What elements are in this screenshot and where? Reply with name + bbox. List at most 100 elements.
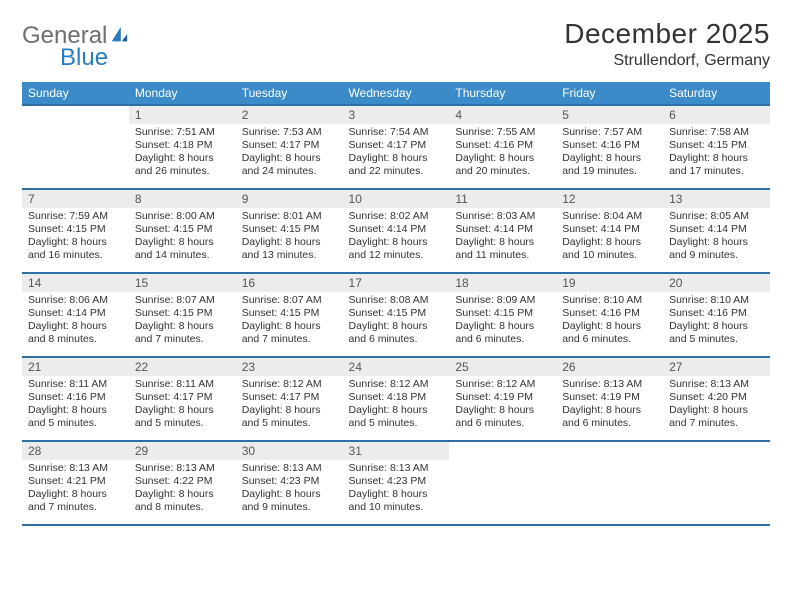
day-line: Sunrise: 8:05 AM — [669, 210, 764, 223]
day-content: Sunrise: 7:53 AMSunset: 4:17 PMDaylight:… — [236, 124, 343, 183]
day-number: 5 — [556, 106, 663, 124]
day-line: Sunset: 4:15 PM — [669, 139, 764, 152]
day-line: Sunset: 4:16 PM — [562, 307, 657, 320]
calendar-cell: 20Sunrise: 8:10 AMSunset: 4:16 PMDayligh… — [663, 273, 770, 357]
day-line: and 7 minutes. — [669, 417, 764, 430]
day-content: Sunrise: 8:12 AMSunset: 4:19 PMDaylight:… — [449, 376, 556, 435]
day-line: Sunrise: 8:06 AM — [28, 294, 123, 307]
day-line: Daylight: 8 hours — [562, 320, 657, 333]
day-line: and 7 minutes. — [28, 501, 123, 514]
day-line: Daylight: 8 hours — [135, 320, 230, 333]
day-line: Sunrise: 7:57 AM — [562, 126, 657, 139]
day-line: and 10 minutes. — [349, 501, 444, 514]
day-number: 12 — [556, 190, 663, 208]
day-line: Sunrise: 8:07 AM — [242, 294, 337, 307]
day-line: and 6 minutes. — [455, 417, 550, 430]
day-header: Friday — [556, 82, 663, 105]
day-number: 30 — [236, 442, 343, 460]
calendar-cell: 3Sunrise: 7:54 AMSunset: 4:17 PMDaylight… — [343, 105, 450, 189]
day-number: 9 — [236, 190, 343, 208]
calendar-cell: 10Sunrise: 8:02 AMSunset: 4:14 PMDayligh… — [343, 189, 450, 273]
day-number: 23 — [236, 358, 343, 376]
day-number: 13 — [663, 190, 770, 208]
day-line: Sunset: 4:21 PM — [28, 475, 123, 488]
day-line: Daylight: 8 hours — [242, 404, 337, 417]
day-header-row: SundayMondayTuesdayWednesdayThursdayFrid… — [22, 82, 770, 105]
calendar-cell: 23Sunrise: 8:12 AMSunset: 4:17 PMDayligh… — [236, 357, 343, 441]
day-line: and 6 minutes. — [562, 333, 657, 346]
day-content: Sunrise: 8:04 AMSunset: 4:14 PMDaylight:… — [556, 208, 663, 267]
day-line: Sunset: 4:16 PM — [562, 139, 657, 152]
day-header: Thursday — [449, 82, 556, 105]
day-line: and 26 minutes. — [135, 165, 230, 178]
day-content: Sunrise: 8:07 AMSunset: 4:15 PMDaylight:… — [129, 292, 236, 351]
day-line: and 12 minutes. — [349, 249, 444, 262]
day-line: and 7 minutes. — [242, 333, 337, 346]
day-line: Sunrise: 8:11 AM — [28, 378, 123, 391]
day-number: 16 — [236, 274, 343, 292]
day-line: Daylight: 8 hours — [669, 236, 764, 249]
day-line: Daylight: 8 hours — [242, 152, 337, 165]
day-line: Daylight: 8 hours — [135, 236, 230, 249]
day-line: Sunset: 4:19 PM — [455, 391, 550, 404]
calendar-cell — [663, 441, 770, 525]
brand-logo: GeneralBlue — [22, 18, 129, 72]
page-title: December 2025 — [564, 18, 770, 50]
day-content: Sunrise: 8:00 AMSunset: 4:15 PMDaylight:… — [129, 208, 236, 267]
day-number: 3 — [343, 106, 450, 124]
day-number: 2 — [236, 106, 343, 124]
day-line: and 14 minutes. — [135, 249, 230, 262]
day-content: Sunrise: 7:55 AMSunset: 4:16 PMDaylight:… — [449, 124, 556, 183]
day-line: Sunset: 4:15 PM — [28, 223, 123, 236]
calendar-cell: 7Sunrise: 7:59 AMSunset: 4:15 PMDaylight… — [22, 189, 129, 273]
day-number: 31 — [343, 442, 450, 460]
day-header: Wednesday — [343, 82, 450, 105]
day-number: 29 — [129, 442, 236, 460]
day-line: Sunset: 4:23 PM — [349, 475, 444, 488]
day-line: Daylight: 8 hours — [242, 320, 337, 333]
day-line: Sunset: 4:19 PM — [562, 391, 657, 404]
day-line: Daylight: 8 hours — [135, 404, 230, 417]
day-line: Sunrise: 8:13 AM — [562, 378, 657, 391]
day-content: Sunrise: 8:10 AMSunset: 4:16 PMDaylight:… — [556, 292, 663, 351]
day-line: Sunrise: 8:13 AM — [669, 378, 764, 391]
day-line: Daylight: 8 hours — [669, 152, 764, 165]
calendar-cell — [449, 441, 556, 525]
calendar-cell — [556, 441, 663, 525]
day-line: Sunset: 4:16 PM — [455, 139, 550, 152]
calendar-body: 1Sunrise: 7:51 AMSunset: 4:18 PMDaylight… — [22, 105, 770, 525]
day-line: Sunset: 4:14 PM — [455, 223, 550, 236]
day-content: Sunrise: 8:06 AMSunset: 4:14 PMDaylight:… — [22, 292, 129, 351]
day-line: Daylight: 8 hours — [455, 236, 550, 249]
day-line: Sunrise: 8:01 AM — [242, 210, 337, 223]
calendar-row: 28Sunrise: 8:13 AMSunset: 4:21 PMDayligh… — [22, 441, 770, 525]
day-content: Sunrise: 7:54 AMSunset: 4:17 PMDaylight:… — [343, 124, 450, 183]
calendar-cell: 25Sunrise: 8:12 AMSunset: 4:19 PMDayligh… — [449, 357, 556, 441]
day-line: and 16 minutes. — [28, 249, 123, 262]
day-line: Sunrise: 8:12 AM — [455, 378, 550, 391]
calendar-cell: 6Sunrise: 7:58 AMSunset: 4:15 PMDaylight… — [663, 105, 770, 189]
calendar-row: 7Sunrise: 7:59 AMSunset: 4:15 PMDaylight… — [22, 189, 770, 273]
day-line: Sunset: 4:16 PM — [669, 307, 764, 320]
calendar-cell: 16Sunrise: 8:07 AMSunset: 4:15 PMDayligh… — [236, 273, 343, 357]
day-line: and 11 minutes. — [455, 249, 550, 262]
calendar-row: 14Sunrise: 8:06 AMSunset: 4:14 PMDayligh… — [22, 273, 770, 357]
day-line: Daylight: 8 hours — [135, 488, 230, 501]
day-number: 4 — [449, 106, 556, 124]
header: GeneralBlue December 2025 Strullendorf, … — [22, 18, 770, 72]
calendar-cell: 29Sunrise: 8:13 AMSunset: 4:22 PMDayligh… — [129, 441, 236, 525]
day-content: Sunrise: 7:57 AMSunset: 4:16 PMDaylight:… — [556, 124, 663, 183]
day-line: Daylight: 8 hours — [562, 404, 657, 417]
day-line: Sunrise: 8:13 AM — [28, 462, 123, 475]
day-line: and 7 minutes. — [135, 333, 230, 346]
day-line: Sunrise: 8:13 AM — [135, 462, 230, 475]
day-line: and 5 minutes. — [242, 417, 337, 430]
day-line: Sunset: 4:15 PM — [349, 307, 444, 320]
day-content: Sunrise: 8:13 AMSunset: 4:20 PMDaylight:… — [663, 376, 770, 435]
day-number: 28 — [22, 442, 129, 460]
calendar-cell: 14Sunrise: 8:06 AMSunset: 4:14 PMDayligh… — [22, 273, 129, 357]
day-line: Sunset: 4:14 PM — [562, 223, 657, 236]
day-line: Daylight: 8 hours — [135, 152, 230, 165]
day-number: 25 — [449, 358, 556, 376]
day-line: Sunrise: 7:51 AM — [135, 126, 230, 139]
